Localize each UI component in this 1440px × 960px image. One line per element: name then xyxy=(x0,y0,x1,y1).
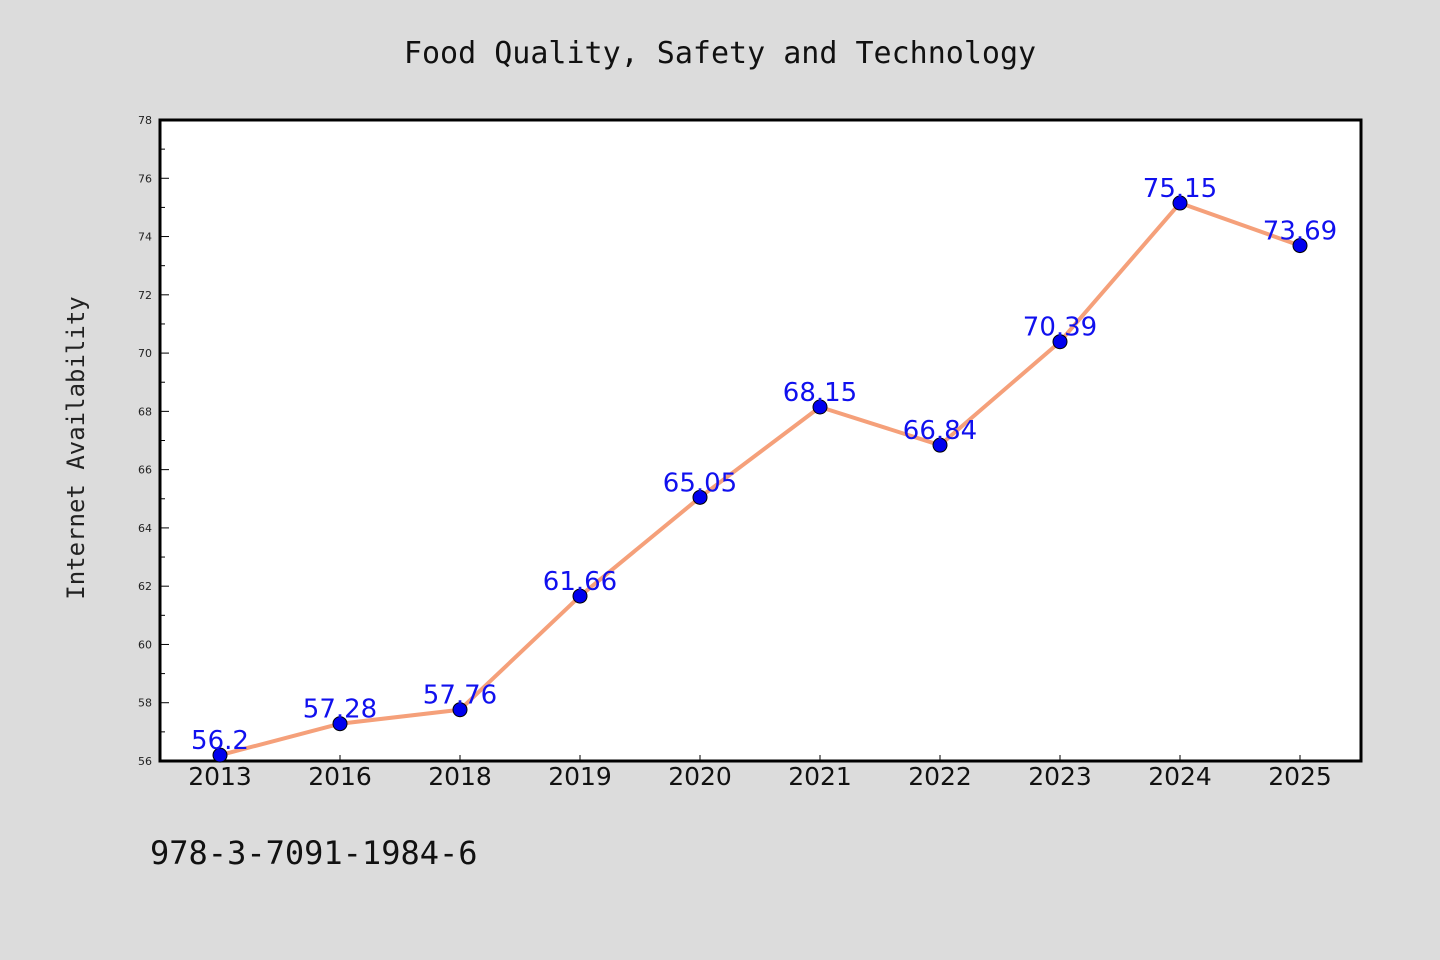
y-tick-label: 58 xyxy=(138,697,152,710)
x-tick-label: 2013 xyxy=(188,762,252,791)
data-point xyxy=(932,437,948,453)
data-point xyxy=(1052,334,1068,350)
footer-isbn: 978-3-7091-1984-6 xyxy=(150,834,478,872)
data-label: 61.66 xyxy=(543,567,617,597)
y-tick-label: 76 xyxy=(138,172,152,185)
y-tick-label: 74 xyxy=(138,231,152,244)
y-tick-label: 78 xyxy=(138,114,152,127)
y-tick-label: 64 xyxy=(138,522,152,535)
data-point xyxy=(812,399,828,415)
data-labels: 56.2 57.28 57.76 61.66 65.05 68.15 66.84 70.39 7… xyxy=(191,174,1337,756)
data-label: 75.15 xyxy=(1143,174,1217,204)
data-point xyxy=(212,747,228,763)
y-tick-label: 68 xyxy=(138,405,152,418)
data-point xyxy=(452,702,468,718)
chart-title: Food Quality, Safety and Technology xyxy=(404,36,1036,71)
x-tick-label: 2024 xyxy=(1148,762,1212,791)
data-markers xyxy=(212,195,1308,763)
data-label: 57.28 xyxy=(303,695,377,725)
data-point xyxy=(572,588,588,604)
x-tick-label: 2020 xyxy=(668,762,732,791)
data-label: 66.84 xyxy=(903,416,977,446)
data-label: 70.39 xyxy=(1023,313,1097,343)
x-tick-label: 2023 xyxy=(1028,762,1092,791)
x-tick-label: 2016 xyxy=(308,762,372,791)
y-tick-label: 56 xyxy=(138,755,152,768)
data-label: 73.69 xyxy=(1263,217,1337,247)
y-tick-label: 62 xyxy=(138,580,152,593)
x-tick-label: 2022 xyxy=(908,762,972,791)
y-tick-label: 60 xyxy=(138,638,152,651)
data-point xyxy=(1172,195,1188,211)
x-tick-label: 2021 xyxy=(788,762,852,791)
x-tick-label: 2019 xyxy=(548,762,612,791)
x-axis: 2013 2016 2018 2019 2020 2021 2022 2023 2024 2025 xyxy=(188,755,1332,791)
data-label: 68.15 xyxy=(783,378,857,408)
y-axis: 56 58 60 62 64 66 68 70 72 74 76 78 xyxy=(138,114,169,768)
series-line-group xyxy=(219,201,1301,758)
data-point xyxy=(332,716,348,732)
data-point xyxy=(692,489,708,505)
y-axis-label: Internet Availability xyxy=(62,296,90,599)
data-label: 57.76 xyxy=(423,681,497,711)
y-tick-label: 72 xyxy=(138,289,152,302)
y-tick-label: 66 xyxy=(138,464,152,477)
data-label: 56.2 xyxy=(191,726,249,756)
x-tick-label: 2025 xyxy=(1268,762,1332,791)
plot-area xyxy=(158,118,1363,763)
data-point xyxy=(1292,238,1308,254)
data-label: 65.05 xyxy=(663,468,737,498)
series-line xyxy=(219,201,1301,758)
x-tick-label: 2018 xyxy=(428,762,492,791)
y-tick-label: 70 xyxy=(138,347,152,360)
